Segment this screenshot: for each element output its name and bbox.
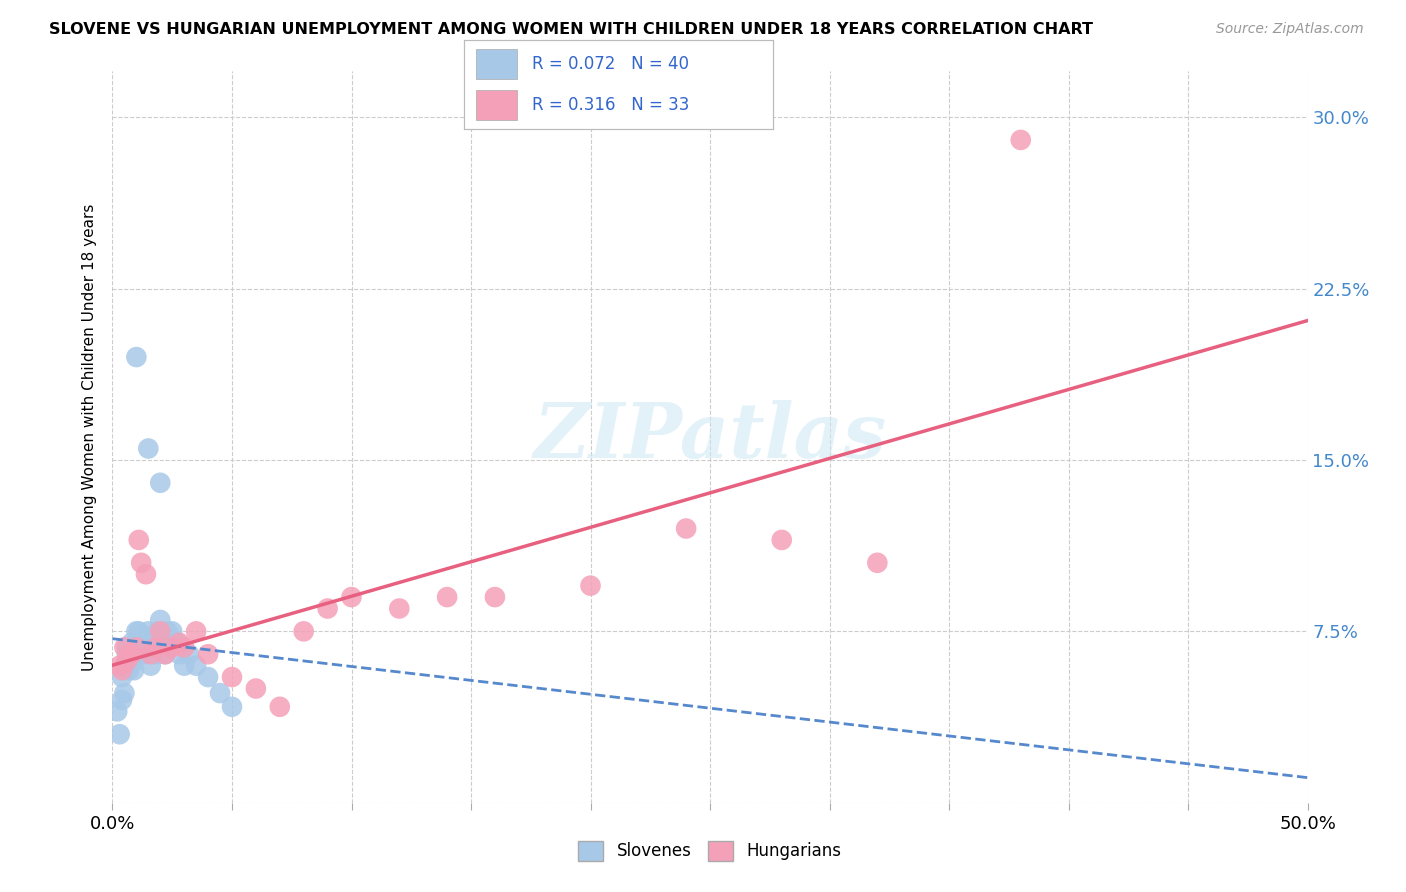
Point bbox=[129, 647, 152, 661]
Point bbox=[139, 658, 162, 673]
Point bbox=[340, 590, 363, 604]
Point bbox=[115, 640, 138, 655]
Point bbox=[152, 636, 174, 650]
Point bbox=[159, 640, 181, 655]
Point bbox=[149, 624, 172, 639]
Point bbox=[118, 654, 141, 668]
Point bbox=[129, 556, 152, 570]
Point bbox=[145, 647, 167, 661]
Point bbox=[186, 624, 208, 639]
Point bbox=[221, 699, 243, 714]
Point bbox=[156, 624, 179, 639]
Point bbox=[132, 647, 155, 661]
Bar bbox=[477, 49, 516, 79]
Point bbox=[436, 590, 458, 604]
Point bbox=[209, 686, 232, 700]
Point bbox=[770, 533, 793, 547]
Point bbox=[579, 579, 602, 593]
Y-axis label: Unemployment Among Women with Children Under 18 years: Unemployment Among Women with Children U… bbox=[82, 203, 97, 671]
Point bbox=[162, 624, 183, 639]
Point bbox=[866, 556, 889, 570]
Point bbox=[221, 670, 243, 684]
Point bbox=[115, 647, 138, 661]
Point bbox=[146, 624, 169, 639]
Point bbox=[111, 693, 134, 707]
Point bbox=[245, 681, 267, 696]
Text: R = 0.072   N = 40: R = 0.072 N = 40 bbox=[531, 55, 689, 73]
Point bbox=[138, 442, 160, 456]
Point bbox=[484, 590, 506, 604]
Point bbox=[125, 647, 148, 661]
Point bbox=[122, 654, 145, 668]
Point bbox=[121, 647, 143, 661]
Point bbox=[128, 624, 150, 639]
Point bbox=[115, 654, 138, 668]
Point bbox=[111, 663, 134, 677]
Point bbox=[122, 663, 145, 677]
Point bbox=[114, 686, 135, 700]
Point bbox=[142, 640, 165, 655]
Text: Source: ZipAtlas.com: Source: ZipAtlas.com bbox=[1216, 22, 1364, 37]
Point bbox=[145, 640, 167, 655]
Point bbox=[153, 647, 176, 661]
Point bbox=[149, 613, 172, 627]
Point bbox=[173, 658, 195, 673]
Point bbox=[108, 727, 131, 741]
Point bbox=[125, 624, 148, 639]
Point bbox=[114, 640, 135, 655]
Point bbox=[125, 350, 148, 364]
Point bbox=[173, 640, 195, 655]
Point bbox=[316, 601, 339, 615]
Point bbox=[111, 670, 134, 684]
Point bbox=[1010, 133, 1032, 147]
Point bbox=[121, 636, 143, 650]
Point bbox=[118, 663, 141, 677]
Point bbox=[186, 658, 208, 673]
Point bbox=[139, 647, 162, 661]
Point bbox=[388, 601, 411, 615]
Point bbox=[135, 640, 157, 655]
Text: ZIPatlas: ZIPatlas bbox=[533, 401, 887, 474]
Text: R = 0.316   N = 33: R = 0.316 N = 33 bbox=[531, 96, 689, 114]
Point bbox=[169, 636, 191, 650]
Point bbox=[149, 475, 172, 490]
Point bbox=[169, 647, 191, 661]
Bar bbox=[477, 90, 516, 120]
Point bbox=[125, 640, 148, 655]
Point bbox=[162, 640, 183, 655]
Point bbox=[166, 636, 188, 650]
Point bbox=[197, 647, 219, 661]
Text: SLOVENE VS HUNGARIAN UNEMPLOYMENT AMONG WOMEN WITH CHILDREN UNDER 18 YEARS CORRE: SLOVENE VS HUNGARIAN UNEMPLOYMENT AMONG … bbox=[49, 22, 1094, 37]
Point bbox=[105, 705, 128, 719]
Point bbox=[197, 670, 219, 684]
Point bbox=[269, 699, 291, 714]
Point bbox=[129, 636, 152, 650]
Point bbox=[153, 647, 176, 661]
Point bbox=[292, 624, 315, 639]
Point bbox=[121, 647, 143, 661]
Point bbox=[128, 533, 150, 547]
Point bbox=[108, 658, 131, 673]
Point bbox=[675, 521, 697, 535]
Point bbox=[118, 647, 141, 661]
Legend: Slovenes, Hungarians: Slovenes, Hungarians bbox=[572, 834, 848, 868]
Point bbox=[138, 624, 160, 639]
Point bbox=[114, 658, 135, 673]
Point bbox=[135, 567, 157, 582]
Point bbox=[177, 647, 200, 661]
